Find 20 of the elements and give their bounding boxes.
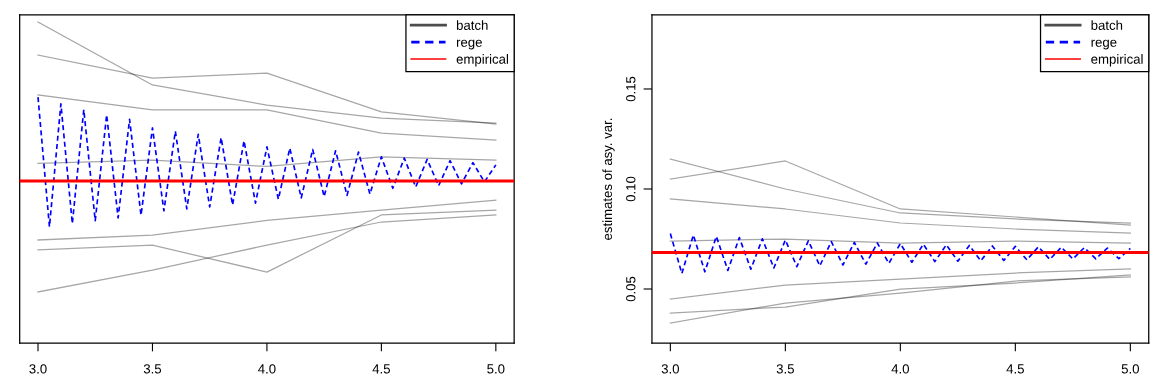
x-tick-label: 4.0: [891, 364, 909, 374]
y-tick-label: 0.05: [626, 276, 636, 302]
x-tick-label: 3.5: [143, 364, 162, 374]
x-tick-label: 4.0: [258, 364, 276, 374]
legend-label: empirical: [1091, 54, 1143, 67]
y-tick-label: 0.15: [626, 76, 636, 102]
legend-label: batch: [1091, 20, 1123, 30]
x-tick-label: 3.0: [29, 364, 47, 374]
x-tick-label: 5.0: [487, 364, 505, 374]
y-tick-label: 0.10: [626, 176, 636, 202]
legend-label: rege: [456, 39, 482, 50]
x-tick-label: 4.5: [372, 364, 390, 374]
y-axis-title: estimates of asy. var.: [602, 118, 615, 240]
x-tick-label: 3.5: [776, 364, 794, 374]
legend-label: batch: [456, 20, 488, 30]
x-tick-label: 5.0: [1121, 364, 1139, 374]
x-tick-label: 3.0: [661, 364, 680, 374]
legend-label: empirical: [456, 54, 508, 67]
x-tick-label: 4.5: [1006, 364, 1024, 374]
legend-label: rege: [1091, 39, 1117, 50]
